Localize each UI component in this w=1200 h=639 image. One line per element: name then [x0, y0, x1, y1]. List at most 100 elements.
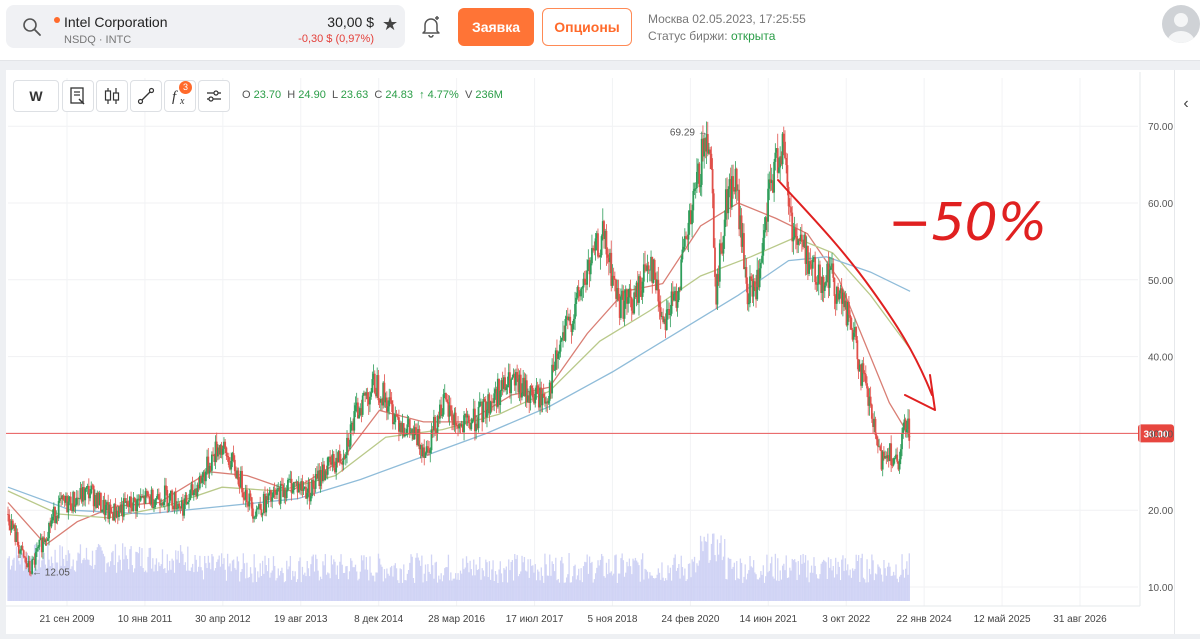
candle-body — [299, 483, 301, 491]
candle-body — [306, 492, 309, 499]
volume-bar — [673, 557, 675, 601]
candle-body — [501, 380, 504, 389]
volume-bar — [249, 567, 252, 601]
candle-body — [79, 487, 82, 499]
candle-body — [191, 484, 194, 496]
volume-bar — [766, 554, 768, 601]
volume-bar — [657, 568, 659, 601]
volume-bar — [666, 580, 668, 601]
volume-bars — [7, 533, 910, 601]
candle-body — [381, 398, 383, 406]
candle-body — [752, 281, 755, 297]
candle-body — [453, 412, 456, 425]
volume-bar — [319, 576, 322, 601]
ticker-search-box[interactable]: Intel Corporation NSDQ · INTC 30,00 $ -0… — [6, 5, 405, 48]
candle-body — [255, 509, 258, 517]
search-icon[interactable] — [22, 17, 42, 37]
candle-body — [200, 475, 202, 483]
candle-body — [539, 387, 541, 408]
candle-body — [110, 512, 113, 514]
candle-body — [699, 184, 702, 188]
candle-body — [645, 265, 648, 271]
volume-bar — [246, 562, 248, 601]
volume-bar — [96, 547, 98, 601]
max-price-label: 69.29 → — [670, 128, 708, 139]
candle-body — [878, 446, 880, 448]
volume-bar — [680, 555, 682, 601]
candle-body — [318, 470, 321, 487]
ohlc-low: 23.63 — [340, 89, 369, 101]
volume-bar — [751, 567, 754, 601]
candle-body — [430, 429, 433, 451]
candle-body — [474, 408, 476, 432]
candle-body — [266, 496, 269, 501]
candle-body — [253, 517, 256, 519]
interval-button[interactable]: W — [13, 80, 59, 112]
volume-bar — [499, 561, 501, 601]
volume-bar — [755, 574, 757, 601]
current-price-label: 30.00 — [1143, 429, 1168, 440]
volume-bar — [241, 568, 243, 601]
volume-bar — [570, 582, 573, 601]
volume-bar — [471, 575, 474, 601]
chart-type-button[interactable] — [96, 80, 128, 112]
volume-bar — [493, 580, 495, 601]
volume-bar — [107, 562, 109, 601]
volume-bar — [475, 564, 477, 601]
volume-bar — [223, 558, 225, 601]
volume-bar — [502, 582, 504, 601]
candle-body — [837, 286, 839, 300]
alert-bell-icon[interactable] — [420, 15, 442, 39]
candle-body — [243, 497, 246, 500]
volume-bar — [605, 562, 608, 601]
candle-body — [337, 450, 340, 462]
collapse-panel-chevron-icon[interactable]: ‹ — [1183, 95, 1189, 112]
volume-bar — [239, 581, 241, 601]
candle-body — [711, 169, 714, 194]
candle-body — [137, 498, 140, 500]
volume-bar — [388, 575, 390, 601]
volume-bar — [243, 563, 246, 601]
candle-body — [54, 506, 56, 524]
volume-bar — [648, 578, 650, 601]
drawing-tools-button[interactable] — [130, 80, 162, 112]
volume-bar — [47, 543, 49, 601]
candle-body — [459, 423, 462, 427]
volume-bar — [325, 574, 328, 601]
options-button[interactable]: Опционы — [542, 8, 632, 46]
volume-bar — [841, 559, 843, 601]
order-button[interactable]: Заявка — [458, 8, 534, 46]
chart-settings-button[interactable] — [62, 80, 94, 112]
volume-bar — [117, 562, 119, 601]
volume-bar — [505, 566, 507, 601]
volume-bar — [622, 560, 625, 601]
candle-body — [521, 393, 523, 398]
avatar[interactable] — [1162, 5, 1200, 43]
ohlc-volume: 236M — [475, 89, 503, 101]
candle-body — [144, 491, 147, 504]
candle-body — [794, 228, 797, 237]
volume-bar — [128, 569, 130, 601]
candle-body — [217, 447, 219, 457]
candle-body — [767, 188, 769, 222]
volume-bar — [568, 553, 570, 601]
volume-bar — [395, 568, 398, 601]
volume-bar — [25, 565, 27, 601]
candle-body — [14, 525, 17, 542]
volume-bar — [573, 566, 575, 601]
volume-bar — [537, 569, 539, 601]
volume-bar — [579, 580, 581, 601]
candle-body — [618, 300, 621, 318]
volume-bar — [777, 558, 779, 601]
candle-body — [883, 451, 885, 459]
candle-body — [280, 483, 283, 485]
volume-bar — [894, 575, 896, 601]
favorite-star-icon[interactable]: ★ — [382, 14, 399, 34]
volume-bar — [468, 572, 470, 601]
chart-options-button[interactable] — [198, 80, 230, 112]
price-change: -0,30 $ (0,97%) — [298, 33, 374, 45]
volume-bar — [29, 556, 31, 601]
volume-bar — [178, 562, 181, 601]
candle-body — [247, 502, 249, 507]
